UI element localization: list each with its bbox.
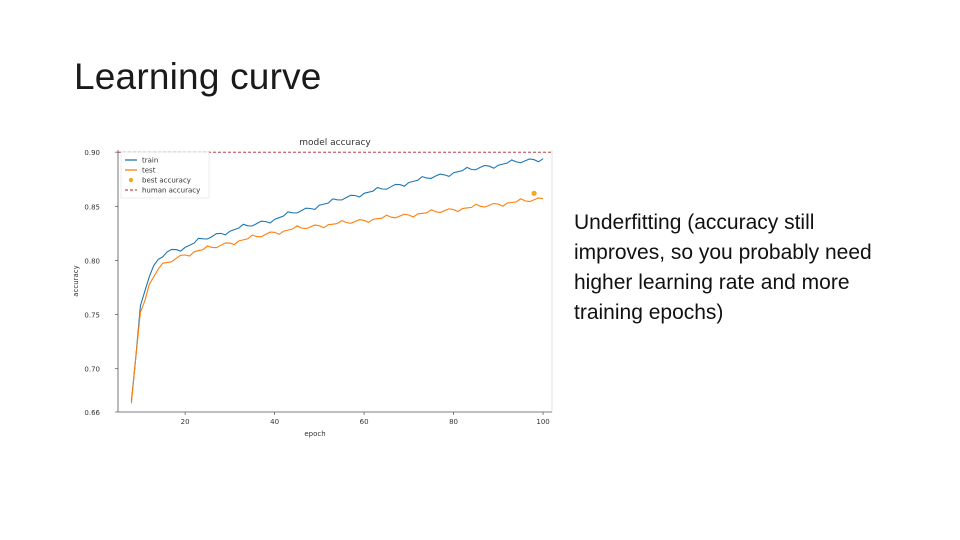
y-tick-label: 0.75 — [84, 312, 100, 320]
legend-label: human accuracy — [142, 187, 200, 195]
y-tick-label: 0.85 — [84, 203, 100, 211]
chart-title: model accuracy — [299, 138, 371, 148]
x-tick-label: 80 — [449, 418, 458, 426]
y-axis-label: accuracy — [72, 265, 80, 297]
best-accuracy-point — [531, 190, 537, 196]
legend-label: best accuracy — [142, 177, 191, 185]
x-tick-label: 100 — [536, 418, 549, 426]
x-tick-label: 40 — [270, 418, 279, 426]
legend-label: test — [142, 167, 156, 175]
y-tick-label: 0.70 — [84, 366, 100, 374]
y-tick-label: 0.90 — [84, 149, 100, 157]
x-tick-label: 60 — [360, 418, 369, 426]
learning-curve-chart: model accuracy 0.66 0.70 0.75 0.80 0.85 0.90 20… — [68, 130, 560, 440]
x-tick-label: 20 — [181, 418, 190, 426]
series-line-train — [130, 158, 544, 402]
legend-swatch — [128, 177, 134, 183]
legend-label: train — [142, 157, 158, 165]
y-tick-label: 0.80 — [84, 257, 100, 265]
x-axis-label: epoch — [304, 430, 325, 438]
body-text: Underfitting (accuracy still improves, s… — [574, 211, 872, 324]
series-line-test — [130, 197, 544, 404]
y-tick-label: 0.66 — [84, 409, 100, 417]
chart-svg: model accuracy 0.66 0.70 0.75 0.80 0.85 0.90 20… — [72, 138, 553, 438]
slide-title: Learning curve — [74, 56, 322, 97]
